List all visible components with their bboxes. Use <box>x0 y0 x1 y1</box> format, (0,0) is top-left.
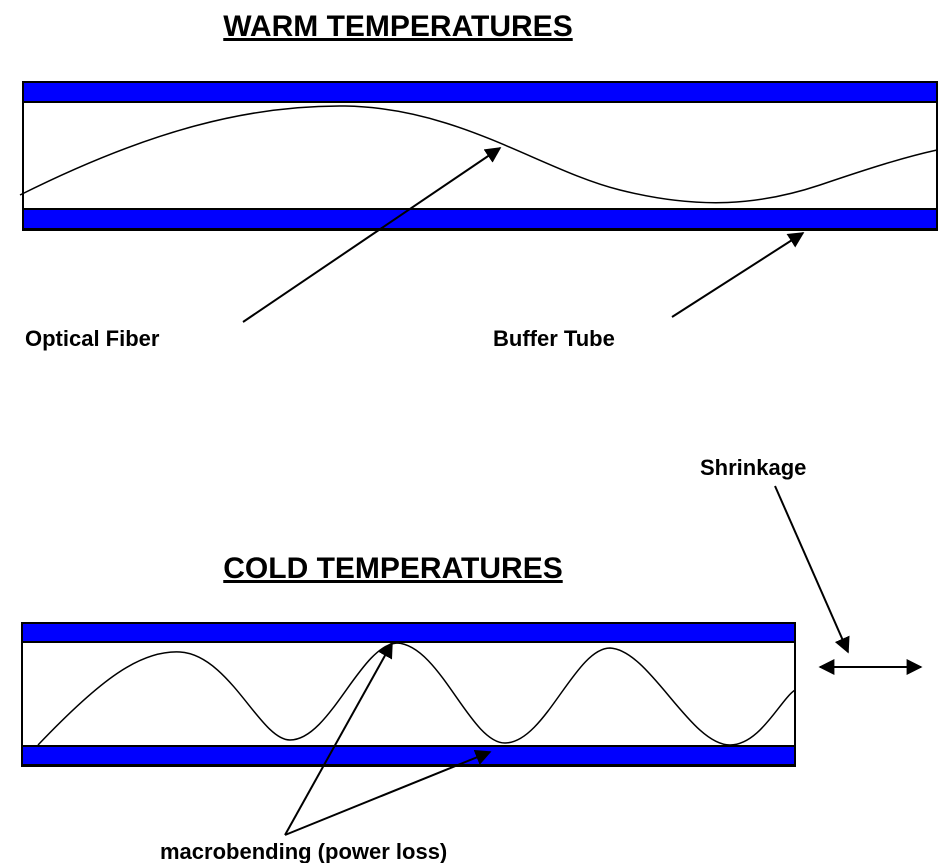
arrow <box>242 147 502 323</box>
warm-fiber <box>19 105 938 204</box>
cold-fiber <box>37 642 796 746</box>
cold-tube-top <box>21 622 796 643</box>
cold-tube <box>21 622 796 767</box>
arrow <box>284 749 492 836</box>
arrow <box>671 232 805 318</box>
arrow <box>284 641 393 836</box>
warm-tube-bottom <box>22 208 938 230</box>
label: Optical Fiber <box>25 326 160 351</box>
cold-tube-bottom <box>21 745 796 766</box>
arrow <box>774 485 850 654</box>
warm-tube-top <box>22 81 938 103</box>
cold-title: COLD TEMPERATURES <box>223 552 562 585</box>
label: Shrinkage <box>700 455 806 480</box>
warm-tube <box>22 81 938 231</box>
warm-title: WARM TEMPERATURES <box>223 10 572 43</box>
label: macrobending (power loss) <box>160 839 447 863</box>
label: Buffer Tube <box>493 326 615 351</box>
